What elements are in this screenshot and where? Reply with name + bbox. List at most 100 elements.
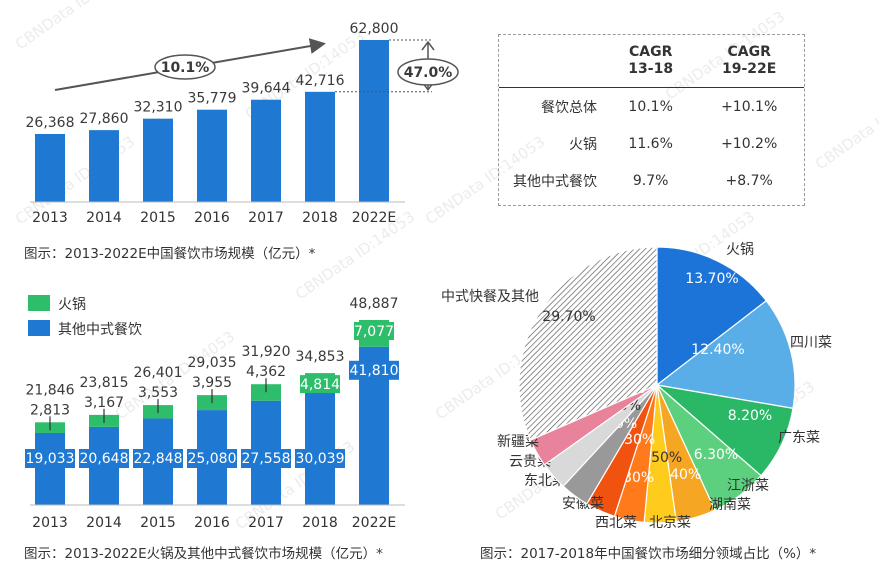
table-header-blank — [499, 35, 607, 88]
x-tick-label: 2022E — [352, 210, 396, 226]
table-header-cagr-19-22e: CAGR 19-22E — [694, 35, 804, 88]
other-value-label: 20,648 — [80, 451, 129, 467]
chart-caption: 图示：2017-2018年中国餐饮市场细分领域占比（%）* — [480, 545, 816, 562]
hotpot-value-label: 3,553 — [138, 385, 178, 401]
pie-category-label: 江浙菜 — [727, 478, 769, 494]
bar — [197, 109, 227, 202]
market-size-bar-chart: 26,368 2013 27,860 2014 32,310 2015 35,779 2016… — [24, 21, 459, 262]
growth-bubble — [397, 58, 459, 86]
chart-caption: 图示：2013-2022E中国餐饮市场规模（亿元）* — [24, 245, 316, 262]
bar-value-label: 35,779 — [188, 91, 237, 107]
total-value-label: 34,853 — [296, 349, 345, 365]
other-value-label: 41,810 — [350, 363, 399, 379]
table-header-cagr-13-18: CAGR 13-18 — [607, 35, 695, 88]
chart-caption: 图示：2013-2022E火锅及其他中式餐饮市场规模（亿元）* — [24, 545, 383, 562]
pie-slice — [655, 299, 796, 410]
x-tick-label: 2014 — [86, 210, 122, 226]
cagr-19-22e-value: +8.7% — [725, 172, 773, 189]
bar — [35, 133, 65, 202]
total-value-label: 21,846 — [26, 382, 75, 398]
pie-category-label: 广东菜 — [778, 430, 820, 446]
bar — [305, 91, 335, 202]
legend-label-other: 其他中式餐饮 — [58, 322, 142, 338]
gap-arrow-head — [421, 40, 435, 51]
bar-value-label: 62,800 — [350, 21, 399, 37]
cagr-19-22e-value: +10.2% — [721, 135, 778, 152]
x-tick-label: 2015 — [140, 515, 176, 531]
cagr-table: CAGR 13-18 CAGR 19-22E 餐饮总体 10.1% +10.1% — [498, 34, 805, 206]
cagr-19-22e-value: +10.1% — [721, 98, 778, 115]
pie-percent-label: 29.70% — [542, 309, 595, 325]
x-tick-label: 2018 — [302, 210, 338, 226]
x-tick-label: 2014 — [86, 515, 122, 531]
hotpot-value-label: 4,362 — [246, 364, 286, 380]
total-value-label: 23,815 — [80, 375, 129, 391]
row-label: 火锅 — [569, 136, 597, 153]
row-label: 餐饮总体 — [541, 99, 597, 116]
pie-slice — [656, 246, 768, 387]
bar — [89, 130, 119, 202]
bar-segment-other — [305, 391, 335, 505]
pie-category-label: 北京菜 — [649, 515, 691, 531]
cagr-bubble — [154, 54, 216, 80]
pie-percent-label: 8.20% — [728, 408, 772, 424]
bar — [359, 40, 389, 202]
other-value-label: 25,080 — [188, 451, 237, 467]
hotpot-label-box — [354, 322, 394, 340]
other-value-label: 30,039 — [296, 451, 345, 467]
total-value-label: 26,401 — [134, 365, 183, 381]
hotpot-value-label: 3,167 — [84, 395, 124, 411]
total-value-label: 29,035 — [188, 355, 237, 371]
hotpot-value-label: 3,955 — [192, 375, 232, 391]
hotpot-value-label: 4,814 — [300, 377, 340, 393]
other-label-box — [349, 360, 399, 380]
other-label-box — [79, 449, 129, 468]
pie-category-label: 四川菜 — [790, 335, 832, 351]
other-label-box — [241, 449, 291, 468]
x-tick-label: 2016 — [194, 210, 230, 226]
bar-value-label: 42,716 — [296, 73, 345, 89]
x-tick-label: 2013 — [32, 210, 68, 226]
bar-segment-other — [35, 432, 65, 505]
table-row: 其他中式餐饮 9.7% +8.7% — [499, 162, 804, 199]
bar-segment-hotpot — [251, 384, 281, 401]
cagr-13-18-value: 10.1% — [628, 98, 673, 115]
table-row: 火锅 11.6% +10.2% — [499, 125, 804, 162]
pie-slice — [518, 246, 658, 441]
x-tick-label: 2017 — [248, 210, 284, 226]
total-value-label: 48,887 — [350, 296, 399, 312]
pie-percent-label: 6.30% — [694, 447, 738, 463]
bar — [251, 99, 281, 202]
pie-category-label: 火锅 — [726, 242, 754, 258]
pie-category-label: 湖南菜 — [709, 497, 751, 513]
table-row: 餐饮总体 10.1% +10.1% — [499, 88, 804, 126]
pie-category-label: 中式快餐及其他 — [441, 289, 539, 305]
cagr-table-header: CAGR 13-18 CAGR 19-22E — [499, 35, 804, 88]
watermark-text: CBNData ID:14053 — [812, 77, 879, 173]
x-tick-label: 2022E — [352, 515, 396, 531]
legend-swatch-hotpot — [28, 295, 50, 311]
legend-label-hotpot: 火锅 — [58, 297, 86, 313]
other-value-label: 22,848 — [134, 451, 183, 467]
x-tick-label: 2018 — [302, 515, 338, 531]
growth-annotation: 47.0% — [404, 65, 453, 81]
hotpot-value-label: 7,077 — [354, 324, 394, 340]
pie-percent-label: 12.40% — [691, 342, 744, 358]
other-label-box — [187, 449, 237, 468]
total-value-label: 31,920 — [242, 344, 291, 360]
x-tick-label: 2013 — [32, 515, 68, 531]
other-value-label: 27,558 — [242, 451, 291, 467]
hotpot-value-label: 2,813 — [30, 402, 70, 418]
watermark-text: CBNData ID:14053 — [12, 0, 138, 53]
legend-swatch-other — [28, 320, 50, 336]
other-label-box — [133, 449, 183, 468]
pie-category-label: 安徽菜 — [562, 496, 604, 512]
other-value-label: 19,033 — [26, 451, 75, 467]
pie-category-label: 西北菜 — [595, 515, 637, 531]
x-tick-label: 2016 — [194, 515, 230, 531]
other-label-box — [295, 449, 345, 468]
cagr-13-18-value: 9.7% — [632, 172, 669, 189]
